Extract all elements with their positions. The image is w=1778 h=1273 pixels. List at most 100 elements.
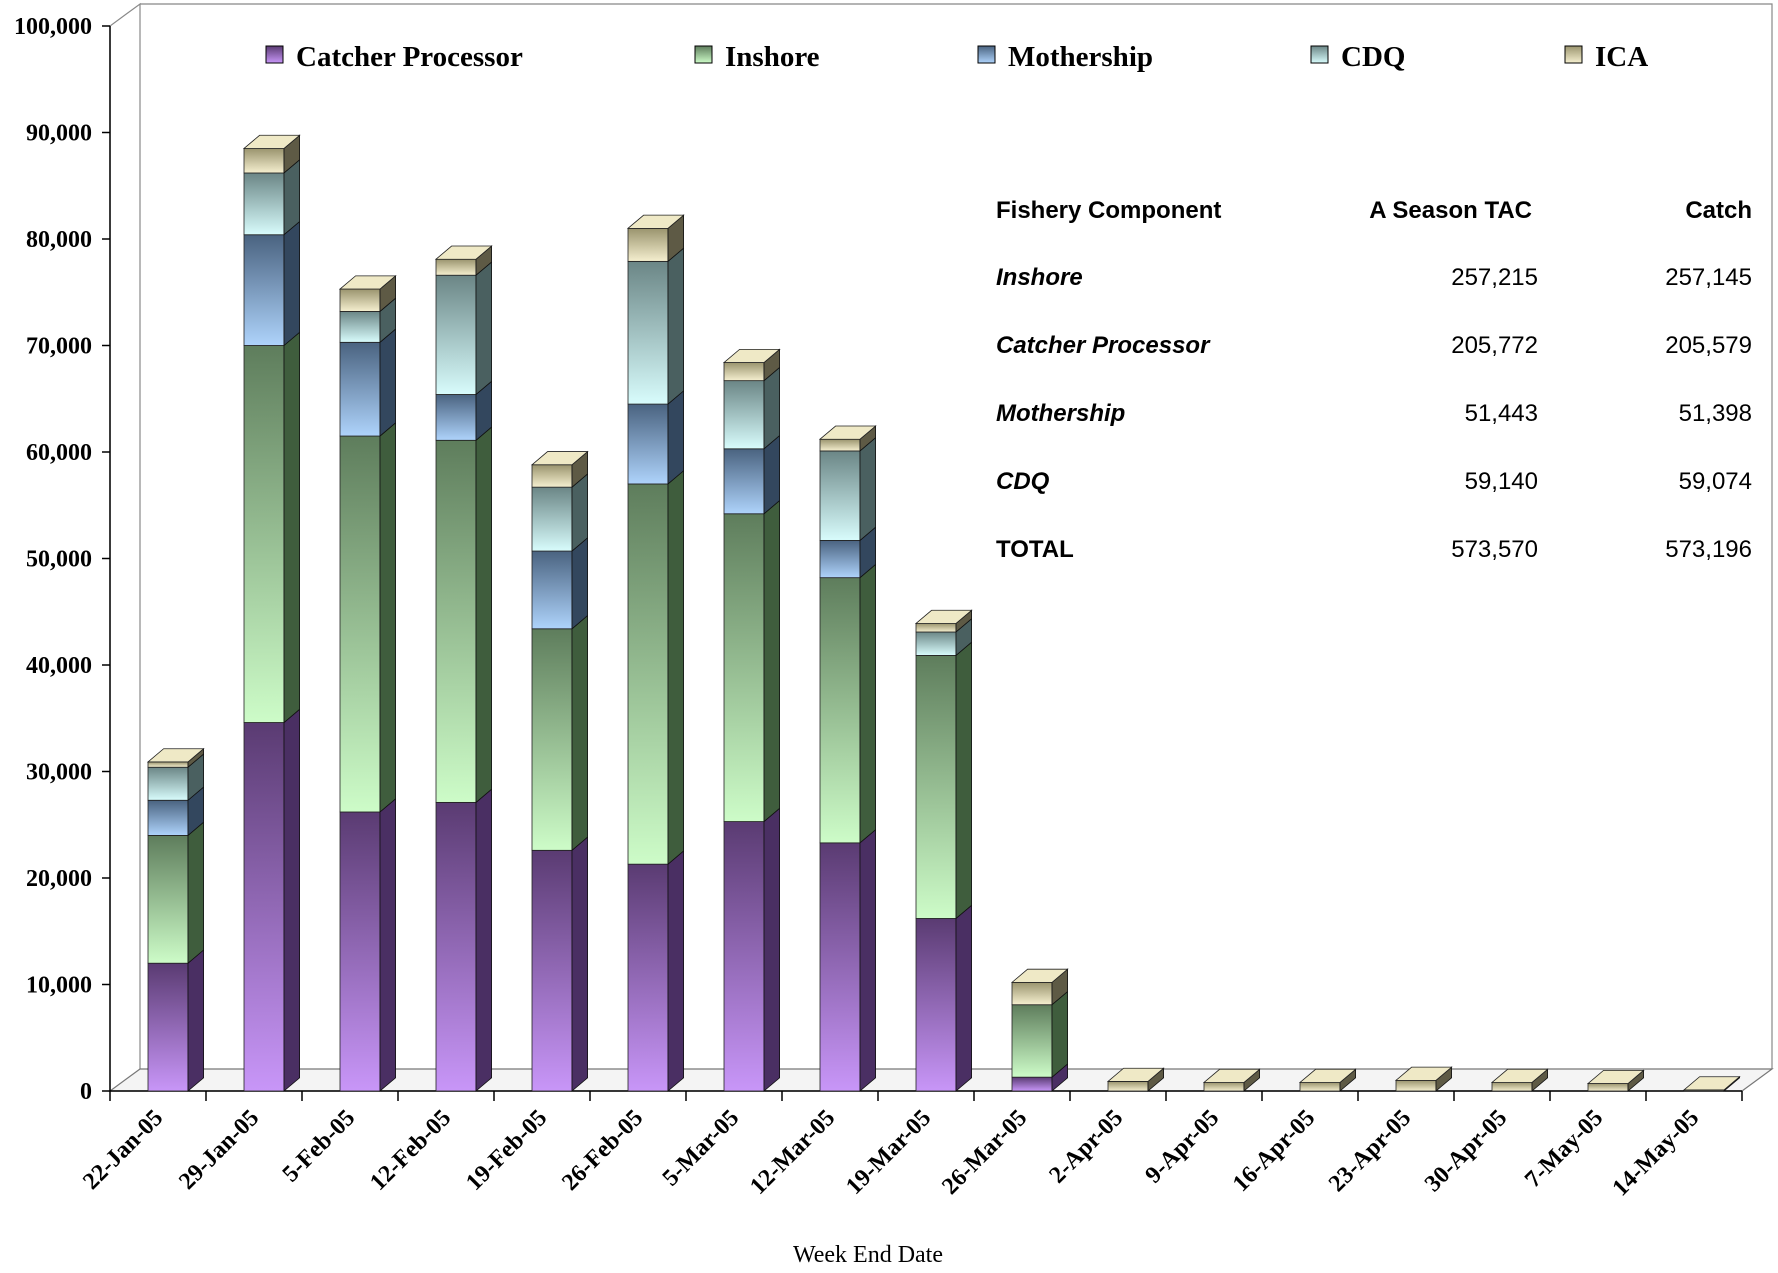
bar-top-face: [434, 245, 493, 260]
legend-label: Mothership: [1008, 41, 1153, 73]
table-row-tac: 257,215: [1451, 264, 1538, 291]
bar-segment: [339, 341, 381, 437]
bar-segment-side: [1051, 990, 1068, 1079]
table-header-catch: Catch: [1685, 197, 1752, 224]
bar-segment-side: [379, 328, 396, 437]
bar-segment: [147, 766, 189, 801]
y-tick-label: 30,000: [26, 760, 92, 786]
bar-segment: [723, 362, 765, 382]
bar-segment: [627, 403, 669, 485]
bar-segment-side: [859, 563, 876, 844]
bar-segment-side: [379, 421, 396, 813]
legend-label: Inshore: [725, 41, 820, 73]
legend-swatch: [694, 45, 713, 64]
y-tick-label: 0: [80, 1079, 92, 1105]
bar-segment-side: [283, 708, 300, 1092]
x-tick-label: 22-Jan-05: [78, 1105, 168, 1195]
bar-segment: [435, 394, 477, 441]
summary-table: Fishery Component A Season TAC Catch Ins…: [996, 197, 1752, 563]
bar-segment-side: [763, 366, 780, 450]
bar-segment: [627, 863, 669, 1092]
bar-segment: [147, 835, 189, 964]
legend-swatch: [1310, 45, 1329, 64]
bar-segment: [243, 148, 285, 174]
x-tick-label: 19-Mar-05: [841, 1105, 936, 1200]
bar-segment: [243, 234, 285, 346]
x-tick-label: 9-Apr-05: [1140, 1105, 1224, 1189]
bar-segment: [435, 274, 477, 395]
bar-top-face: [1202, 1068, 1261, 1083]
x-tick-label: 2-Apr-05: [1044, 1105, 1128, 1189]
bar-top-face: [1394, 1066, 1453, 1081]
bar-segment-side: [475, 261, 492, 396]
bar-segment: [339, 311, 381, 343]
bar-segment-side: [955, 641, 972, 920]
bar-top-face: [338, 275, 397, 290]
bar-top-face: [722, 348, 781, 363]
bar-segment: [723, 821, 765, 1092]
table-row-name: Inshore: [996, 264, 1083, 291]
bar-segment: [243, 722, 285, 1092]
x-tick-label: 29-Jan-05: [174, 1105, 264, 1195]
bar-segment-side: [667, 247, 684, 405]
bar-segment: [1203, 1082, 1245, 1092]
table-row-catch: 59,074: [1679, 468, 1752, 495]
bar-segment-side: [763, 807, 780, 1092]
bar-segment-side: [187, 949, 204, 1092]
bar-segment-side: [667, 469, 684, 866]
bar-segment: [1011, 981, 1053, 1006]
bar-segment-side: [763, 499, 780, 823]
y-tick-label: 80,000: [26, 227, 92, 253]
bar-segment: [531, 486, 573, 552]
y-tick-label: 40,000: [26, 653, 92, 679]
bar-segment: [531, 550, 573, 630]
bar-segment: [1107, 1081, 1149, 1092]
table-row-tac: 205,772: [1451, 332, 1538, 359]
bar-top-face: [530, 451, 589, 466]
bar-segment: [915, 623, 957, 633]
bar-segment: [723, 448, 765, 515]
x-tick-label: 19-Feb-05: [461, 1105, 552, 1196]
x-axis-title: Week End Date: [793, 1242, 943, 1268]
table-total-catch: 573,196: [1665, 536, 1752, 563]
x-tick-label: 5-Mar-05: [658, 1105, 745, 1192]
bar-segment: [1011, 1076, 1053, 1092]
x-tick-label: 7-May-05: [1520, 1105, 1608, 1193]
y-tick-label: 70,000: [26, 334, 92, 360]
x-tick-label: 26-Mar-05: [937, 1105, 1032, 1200]
table-row-catch: 257,145: [1665, 264, 1752, 291]
bar-segment: [627, 227, 669, 262]
back-wall-left-edge: [109, 2, 141, 1091]
bar-segment: [435, 801, 477, 1092]
x-tick-label: 16-Apr-05: [1228, 1105, 1320, 1197]
legend-swatch: [977, 45, 996, 64]
bar-top-face: [146, 748, 205, 763]
bar-segment-side: [571, 614, 588, 852]
y-tick-label: 10,000: [26, 973, 92, 999]
bar-segment: [435, 439, 477, 803]
bar-segment: [531, 849, 573, 1092]
bar-segment: [819, 450, 861, 541]
y-tick-label: 50,000: [26, 547, 92, 573]
bar-segment: [819, 539, 861, 579]
bar-segment: [1587, 1083, 1629, 1092]
table-row-tac: 51,443: [1465, 400, 1538, 427]
bar-segment: [339, 811, 381, 1092]
y-tick-label: 90,000: [26, 121, 92, 147]
bar-top-face: [1682, 1076, 1741, 1091]
bar-segment-side: [859, 828, 876, 1092]
x-tick-label: 23-Apr-05: [1324, 1105, 1416, 1197]
bar-segment: [1491, 1082, 1533, 1092]
legend: Catcher Processor Inshore Mothership CDQ ICA: [265, 41, 1648, 73]
bar-segment: [339, 288, 381, 312]
bar-segment: [915, 918, 957, 1092]
bar-segment-side: [667, 850, 684, 1092]
bar-segment: [147, 799, 189, 836]
x-tick-label: 12-Mar-05: [745, 1105, 840, 1200]
bar-segment: [723, 380, 765, 450]
bar-top-face: [1490, 1068, 1549, 1083]
legend-swatch: [1564, 45, 1583, 64]
bar-segment: [819, 577, 861, 844]
bar-segment: [147, 962, 189, 1092]
